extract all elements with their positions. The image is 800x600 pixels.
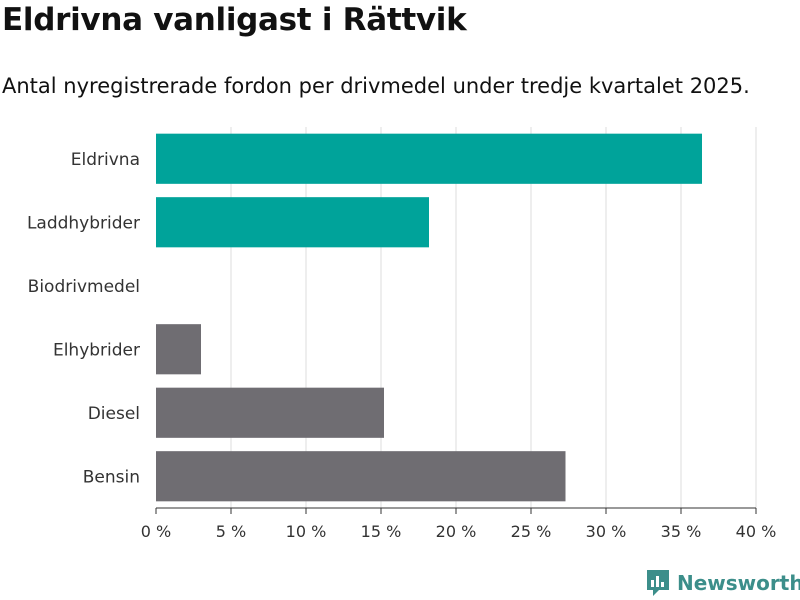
category-label: Diesel xyxy=(88,404,140,424)
bars xyxy=(156,133,702,502)
grid-lines xyxy=(230,127,757,508)
bar-elhybrider xyxy=(156,324,201,375)
bar-bensin xyxy=(156,451,566,502)
category-labels: Eldrivna Laddhybrider Biodrivmedel Elhybrid… xyxy=(27,150,140,488)
chart-subtitle: Antal nyregistrerade fordon per drivmede… xyxy=(2,74,750,98)
category-label: Laddhybrider xyxy=(27,213,140,233)
x-tick-label: 5 % xyxy=(216,522,246,541)
bar-laddhybrider xyxy=(156,197,429,248)
x-axis: 0 % 5 % 10 % 15 % 20 % 25 % 30 % 35 % 40 % xyxy=(141,507,777,541)
category-label: Eldrivna xyxy=(71,150,140,170)
category-label: Bensin xyxy=(83,467,140,487)
bar-chart: 0 % 5 % 10 % 15 % 20 % 25 % 30 % 35 % 40 % Eldri… xyxy=(27,127,777,541)
x-tick-label: 35 % xyxy=(661,522,702,541)
brand-logo: Newsworthy xyxy=(645,568,800,598)
category-label: Elhybrider xyxy=(53,340,140,360)
brand-name: Newsworthy xyxy=(677,571,800,595)
x-tick-label: 25 % xyxy=(511,522,552,541)
x-tick-label: 30 % xyxy=(586,522,627,541)
bar-eldrivna xyxy=(156,133,702,184)
chart-title: Eldrivna vanligast i Rättvik xyxy=(2,2,467,38)
bar-diesel xyxy=(156,387,384,438)
category-label: Biodrivmedel xyxy=(28,277,140,297)
x-tick-label: 20 % xyxy=(436,522,477,541)
newsworthy-logo-icon xyxy=(647,570,669,596)
x-tick-label: 10 % xyxy=(286,522,327,541)
x-tick-label: 15 % xyxy=(361,522,402,541)
x-tick-label: 0 % xyxy=(141,522,171,541)
x-tick-label: 40 % xyxy=(736,522,777,541)
